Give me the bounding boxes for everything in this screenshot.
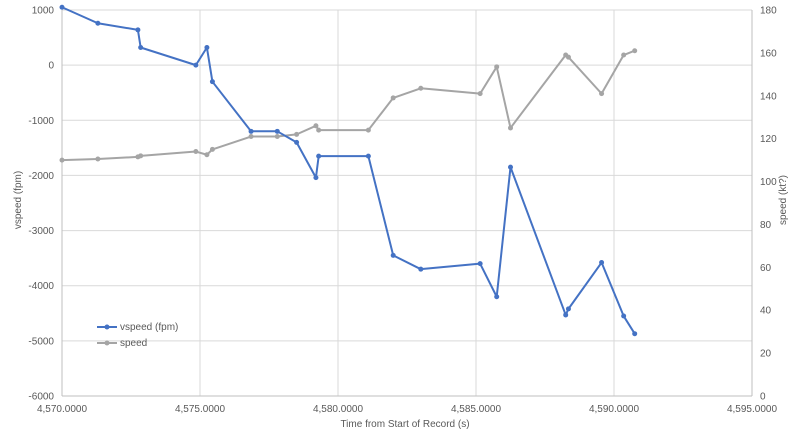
data-point-vspeed — [59, 4, 65, 10]
data-point-speed — [138, 153, 144, 159]
data-point-vspeed — [599, 260, 605, 266]
data-point-vspeed — [204, 44, 210, 50]
y-right-tick-label: 20 — [760, 349, 772, 360]
x-tick-label: 4,595.0000 — [727, 404, 777, 415]
data-point-speed — [294, 131, 300, 137]
data-point-speed — [59, 157, 65, 163]
data-point-vspeed — [621, 313, 627, 319]
y-axis-right-title: speed (kt?) — [778, 175, 789, 225]
y-right-tick-label: 40 — [760, 306, 772, 317]
data-point-speed — [599, 91, 605, 97]
data-point-speed — [316, 127, 322, 133]
data-point-vspeed — [563, 312, 569, 318]
data-point-vspeed — [193, 62, 199, 68]
legend-marker-vspeed — [104, 324, 110, 330]
legend-marker-speed — [104, 340, 110, 346]
data-point-speed — [418, 85, 424, 91]
y-right-tick-label: 0 — [760, 392, 766, 403]
data-point-speed — [365, 127, 371, 133]
y-left-tick-label: -2000 — [28, 171, 54, 182]
data-point-vspeed — [565, 306, 571, 312]
data-point-speed — [313, 123, 319, 129]
data-point-speed — [95, 156, 101, 162]
data-point-vspeed — [95, 20, 101, 26]
y-right-tick-label: 100 — [760, 177, 777, 188]
data-point-speed — [390, 95, 396, 101]
data-point-vspeed — [294, 139, 300, 145]
y-left-tick-label: -3000 — [28, 226, 54, 237]
data-point-vspeed — [138, 44, 144, 50]
legend-entry-speed: speed — [97, 338, 147, 349]
x-tick-label: 4,590.0000 — [589, 404, 639, 415]
data-point-vspeed — [313, 175, 319, 181]
tick-labels: 4,570.0000 4,575.0000 4,580.0000 4,585.0000… — [28, 6, 777, 416]
data-point-vspeed — [477, 261, 483, 267]
y-left-tick-label: -1000 — [28, 116, 54, 127]
data-point-vspeed — [365, 153, 371, 159]
legend-label-vspeed: vspeed (fpm) — [120, 322, 178, 333]
data-point-vspeed — [508, 164, 513, 170]
data-point-vspeed — [248, 128, 254, 134]
axes — [61, 10, 753, 397]
y-right-tick-label: 120 — [760, 134, 777, 145]
x-tick-label: 4,575.0000 — [175, 404, 225, 415]
y-left-tick-label: -6000 — [28, 392, 54, 403]
data-point-speed — [209, 146, 215, 152]
y-left-tick-label: 1000 — [32, 6, 55, 17]
data-point-vspeed — [274, 128, 280, 134]
data-point-speed — [632, 48, 638, 54]
legend-entry-vspeed: vspeed (fpm) — [97, 322, 178, 333]
x-tick-label: 4,580.0000 — [313, 404, 363, 415]
data-point-vspeed — [135, 27, 141, 33]
gridlines — [61, 9, 753, 397]
y-left-tick-label: -4000 — [28, 281, 54, 292]
data-point-speed — [248, 134, 254, 140]
y-right-tick-label: 140 — [760, 91, 777, 102]
data-point-vspeed — [316, 153, 322, 159]
data-point-vspeed — [418, 266, 424, 272]
y-left-tick-label: 0 — [48, 61, 54, 72]
x-tick-label: 4,585.0000 — [451, 404, 501, 415]
data-point-speed — [204, 152, 210, 158]
y-right-tick-label: 180 — [760, 6, 777, 17]
x-axis-title: Time from Start of Record (s) — [340, 419, 469, 430]
y-left-tick-label: -5000 — [28, 336, 54, 347]
data-point-vspeed — [632, 331, 638, 337]
series-speed — [59, 48, 638, 163]
y-right-tick-label: 80 — [760, 220, 772, 231]
legend-label-speed: speed — [120, 338, 147, 349]
data-point-vspeed — [209, 79, 215, 85]
data-point-speed — [274, 134, 280, 140]
data-point-speed — [565, 54, 571, 60]
data-point-speed — [477, 91, 483, 97]
data-point-speed — [621, 52, 627, 58]
series-line-speed — [61, 49, 636, 162]
y-right-tick-label: 60 — [760, 263, 772, 274]
series-layer — [59, 4, 638, 337]
data-point-speed — [508, 125, 513, 131]
data-point-speed — [494, 64, 500, 70]
y-axis-left-title: vspeed (fpm) — [13, 171, 24, 229]
data-point-speed — [193, 149, 199, 155]
data-point-vspeed — [494, 294, 500, 300]
series-vspeed — [59, 4, 638, 337]
series-line-vspeed — [61, 6, 636, 335]
legend: vspeed (fpm) speed — [97, 322, 178, 349]
y-right-tick-label: 160 — [760, 48, 777, 59]
data-point-vspeed — [390, 252, 396, 258]
x-tick-label: 4,570.0000 — [37, 404, 87, 415]
